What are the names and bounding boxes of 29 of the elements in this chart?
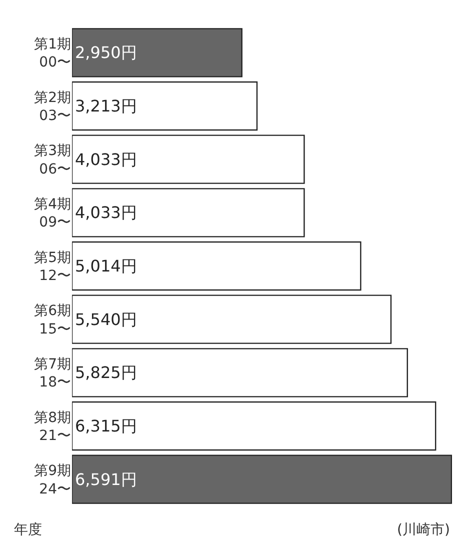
y-tick-label: 第8期 21〜	[34, 410, 71, 444]
y-tick-label: 第2期 03〜	[34, 90, 71, 124]
bar	[72, 241, 362, 291]
data-label: 3,213円	[75, 96, 137, 116]
y-tick-label: 第3期 06〜	[34, 143, 71, 178]
bar	[72, 28, 242, 78]
data-label: 4,033円	[75, 203, 137, 222]
y-tick-label: 第5期 12〜	[34, 250, 71, 284]
y-tick-label: 第1期 00〜	[34, 36, 71, 71]
y-tick-label: 第9期 24〜	[34, 463, 71, 498]
data-label: 5,540円	[75, 310, 137, 329]
data-label: 6,591円	[75, 470, 137, 489]
text: (川崎市)	[397, 522, 450, 538]
bar	[72, 454, 452, 504]
bar	[72, 348, 408, 398]
data-label: 5,014円	[75, 256, 137, 276]
data-label: 2,950円	[75, 43, 137, 62]
bar	[72, 188, 305, 238]
y-tick-label: 第7期 18〜	[34, 356, 71, 391]
text: 年度	[14, 522, 42, 538]
y-tick-label: 第6期 15〜	[34, 303, 71, 338]
bar	[72, 134, 305, 184]
y-tick-label: 第4期 09〜	[34, 196, 71, 231]
bar	[72, 294, 392, 344]
data-label: 6,315円	[75, 416, 137, 436]
data-label: 5,825円	[75, 363, 137, 382]
bar	[72, 401, 436, 451]
bar	[72, 81, 258, 131]
data-label: 4,033円	[75, 150, 137, 169]
